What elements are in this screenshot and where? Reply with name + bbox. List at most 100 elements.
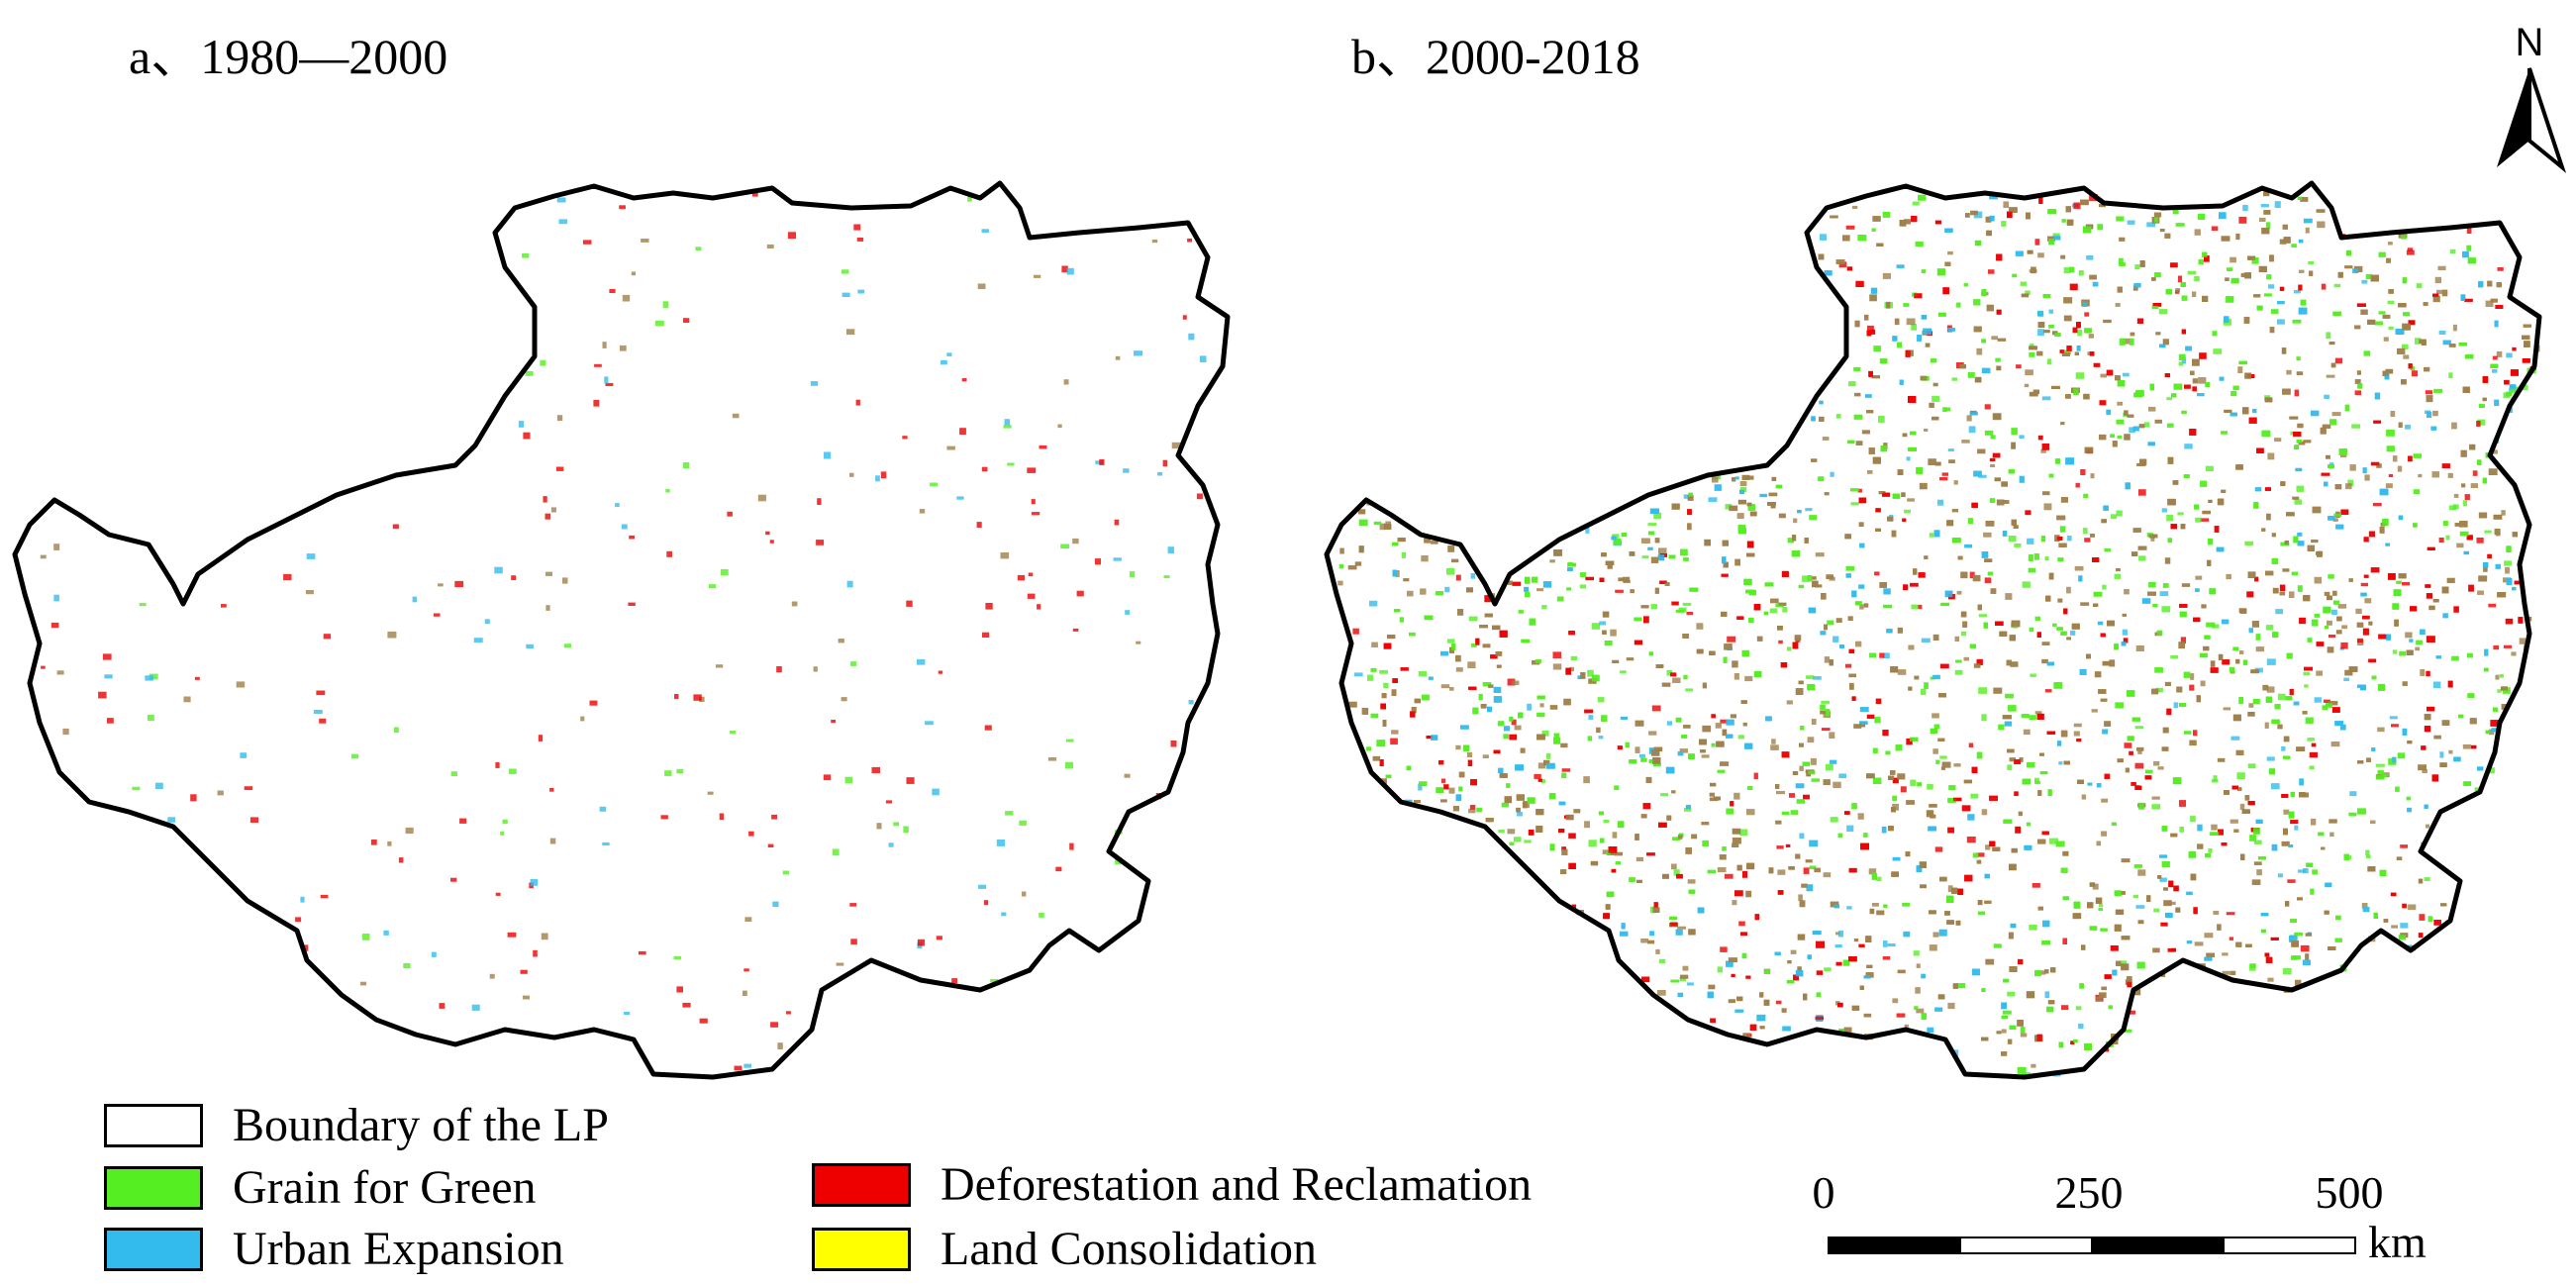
change-pixel [2293, 289, 2301, 294]
change-pixel [1482, 682, 1492, 687]
change-pixel [2356, 370, 2361, 375]
change-pixel [1957, 888, 1963, 895]
change-pixel [2478, 512, 2488, 519]
change-pixel [838, 639, 844, 643]
change-pixel [1736, 513, 1744, 519]
change-pixel [2060, 254, 2066, 259]
change-pixel [1548, 793, 1556, 800]
change-pixel [1859, 707, 1869, 713]
change-pixel [1744, 675, 1753, 682]
change-pixel [2291, 571, 2299, 576]
change-pixel [2268, 284, 2275, 289]
change-pixel [2453, 606, 2459, 613]
change-pixel [2409, 639, 2414, 643]
change-pixel [2137, 545, 2147, 550]
change-pixel [1987, 571, 1993, 576]
change-pixel [1946, 520, 1954, 527]
change-pixel [2065, 457, 2074, 465]
change-pixel [1565, 667, 1571, 675]
change-pixel [1998, 724, 2005, 731]
change-pixel [1670, 979, 1680, 983]
change-pixel [1657, 554, 1665, 561]
change-pixel [2007, 991, 2016, 997]
change-pixel [1807, 954, 1812, 959]
change-pixel [1955, 920, 1961, 926]
change-pixel [2279, 239, 2287, 245]
change-pixel [1527, 797, 1536, 804]
change-pixel [2226, 296, 2234, 303]
change-pixel [2266, 274, 2272, 280]
change-pixel [2040, 448, 2046, 453]
change-pixel [1825, 763, 1833, 771]
change-pixel [511, 575, 517, 580]
change-pixel [2226, 912, 2235, 916]
change-pixel [2240, 272, 2247, 277]
change-pixel [2401, 235, 2407, 240]
change-pixel [98, 691, 107, 699]
change-pixel [1914, 293, 1923, 299]
change-pixel [2356, 622, 2364, 628]
change-pixel [2420, 669, 2426, 676]
change-pixel [2080, 469, 2086, 475]
change-pixel [2213, 348, 2223, 354]
change-pixel [1903, 584, 1909, 591]
change-pixel [2214, 526, 2220, 533]
change-pixel [1896, 1013, 1906, 1018]
change-pixel [1685, 805, 1691, 810]
change-pixel [1939, 755, 1947, 759]
change-pixel [2255, 634, 2261, 641]
change-pixel [2333, 513, 2341, 517]
change-pixel [1816, 940, 1825, 948]
change-pixel [1916, 963, 1921, 968]
change-pixel [2059, 526, 2066, 533]
change-pixel [1365, 746, 1371, 751]
change-pixel [2170, 655, 2179, 659]
change-pixel [2103, 319, 2112, 324]
change-pixel [2037, 310, 2044, 317]
change-pixel [2029, 391, 2038, 397]
change-pixel [1720, 946, 1728, 952]
change-pixel [132, 786, 141, 791]
change-pixel [2506, 391, 2512, 397]
change-pixel [523, 432, 531, 440]
change-pixel [2062, 349, 2071, 355]
change-pixel [2003, 201, 2010, 208]
change-pixel [2171, 393, 2177, 398]
change-pixel [1440, 799, 1447, 803]
change-pixel [1506, 783, 1511, 788]
change-pixel [1815, 1016, 1824, 1021]
change-pixel [1917, 335, 1922, 342]
change-pixel [2488, 603, 2497, 608]
change-pixel [1704, 539, 1711, 546]
change-pixel [1809, 865, 1817, 869]
change-pixel [2052, 233, 2060, 239]
change-pixel [2272, 587, 2279, 594]
change-pixel [2310, 888, 2315, 895]
change-pixel [2337, 271, 2343, 278]
change-pixel [1666, 815, 1672, 821]
change-pixel [1623, 576, 1631, 583]
change-pixel [1696, 648, 1704, 654]
change-pixel [1400, 667, 1409, 671]
change-pixel [1671, 503, 1680, 510]
change-pixel [1782, 606, 1788, 613]
change-pixel [2221, 489, 2227, 493]
change-pixel [1480, 704, 1487, 709]
change-pixel [1476, 807, 1482, 813]
change-pixel [249, 817, 258, 823]
change-pixel [2388, 242, 2393, 246]
change-pixel [1967, 371, 1975, 378]
change-pixel [495, 892, 501, 896]
change-pixel [2327, 646, 2334, 653]
change-pixel [1691, 834, 1698, 840]
change-pixel [2418, 933, 2424, 938]
change-pixel [1710, 782, 1717, 787]
change-pixel [1372, 755, 1381, 761]
change-pixel [2485, 730, 2490, 735]
change-pixel [1648, 651, 1653, 656]
change-pixel [1916, 467, 1924, 474]
change-pixel [2040, 536, 2045, 543]
change-pixel [2004, 721, 2013, 727]
change-pixel [1973, 663, 1981, 668]
change-pixel [1829, 659, 1833, 666]
